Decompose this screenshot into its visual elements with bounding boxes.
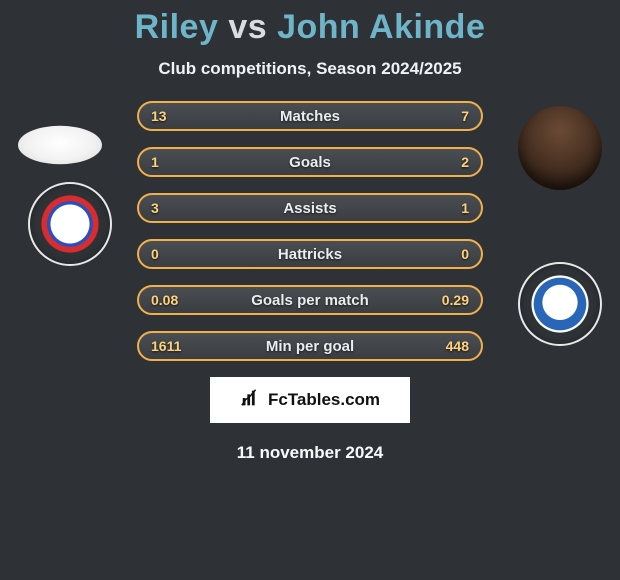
player2-photo [518,106,602,190]
source-text: FcTables.com [268,390,380,410]
player1-club-badge [28,182,112,266]
infographic-root: Riley vs John Akinde Club competitions, … [0,0,620,580]
stat-left-value: 3 [151,200,159,216]
subtitle: Club competitions, Season 2024/2025 [0,59,620,79]
stat-right-value: 2 [461,154,469,170]
stat-label: Goals [289,154,331,171]
chart-icon [240,387,262,414]
player1-photo [18,126,102,165]
stat-row-goals: 1 Goals 2 [137,147,483,177]
stat-right-value: 448 [446,338,469,354]
player2-name: John Akinde [277,8,485,46]
stat-right-value: 1 [461,200,469,216]
stat-row-gpm: 0.08 Goals per match 0.29 [137,285,483,315]
stat-left-value: 13 [151,108,167,124]
stat-right-value: 0.29 [442,292,469,308]
stat-row-hattricks: 0 Hattricks 0 [137,239,483,269]
title: Riley vs John Akinde [0,8,620,47]
stat-row-matches: 13 Matches 7 [137,101,483,131]
source-badge: FcTables.com [210,377,410,423]
stat-label: Matches [280,108,340,125]
stat-label: Min per goal [266,338,354,355]
stat-row-mpg: 1611 Min per goal 448 [137,331,483,361]
stat-label: Assists [283,200,336,217]
stat-row-assists: 3 Assists 1 [137,193,483,223]
stat-right-value: 0 [461,246,469,262]
player2-club-badge [518,262,602,346]
stat-right-value: 7 [461,108,469,124]
stat-label: Goals per match [251,292,369,309]
vs-separator: vs [228,8,267,46]
player1-name: Riley [135,8,219,46]
stat-label: Hattricks [278,246,342,263]
footer-date: 11 november 2024 [0,443,620,463]
stat-left-value: 0 [151,246,159,262]
stat-left-value: 1 [151,154,159,170]
stats-table: 13 Matches 7 1 Goals 2 3 Assists 1 0 Hat… [137,101,483,361]
stat-left-value: 0.08 [151,292,178,308]
stat-left-value: 1611 [151,338,181,354]
